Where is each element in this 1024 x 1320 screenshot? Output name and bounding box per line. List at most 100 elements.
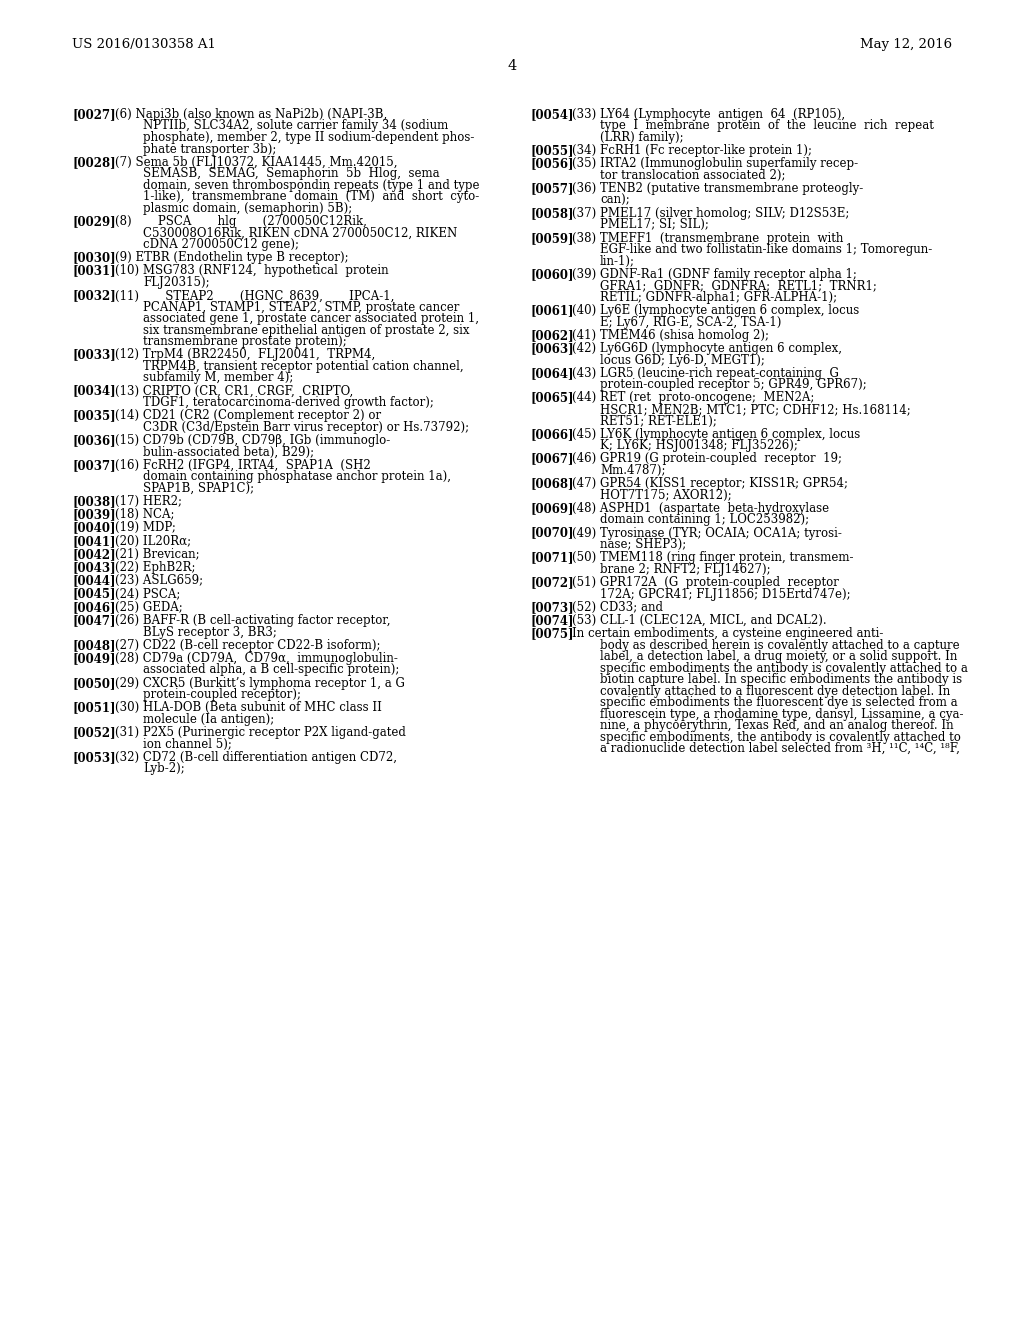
Text: EGF-like and two follistatin-like domains 1; Tomoregun-: EGF-like and two follistatin-like domain… [600, 243, 932, 256]
Text: domain containing 1; LOC253982);: domain containing 1; LOC253982); [600, 513, 809, 527]
Text: protein-coupled receptor 5; GPR49, GPR67);: protein-coupled receptor 5; GPR49, GPR67… [600, 379, 866, 391]
Text: [0075]: [0075] [530, 627, 573, 640]
Text: Mm.4787);: Mm.4787); [600, 463, 666, 477]
Text: FLJ20315);: FLJ20315); [143, 276, 210, 289]
Text: [0045]: [0045] [73, 587, 117, 601]
Text: (20) IL20Rα;: (20) IL20Rα; [115, 535, 191, 548]
Text: [0050]: [0050] [73, 677, 117, 689]
Text: [0028]: [0028] [73, 156, 117, 169]
Text: [0031]: [0031] [73, 264, 117, 277]
Text: (11)       STEAP2       (HGNC_8639,       IPCA-1,: (11) STEAP2 (HGNC_8639, IPCA-1, [115, 289, 394, 302]
Text: RET51; RET-ELE1);: RET51; RET-ELE1); [600, 414, 717, 428]
Text: [0067]: [0067] [530, 453, 573, 466]
Text: [0061]: [0061] [530, 304, 573, 317]
Text: PCANAP1, STAMP1, STEAP2, STMP, prostate cancer: PCANAP1, STAMP1, STEAP2, STMP, prostate … [143, 301, 460, 314]
Text: [0047]: [0047] [73, 614, 117, 627]
Text: [0040]: [0040] [73, 521, 117, 535]
Text: [0038]: [0038] [73, 495, 117, 508]
Text: [0059]: [0059] [530, 231, 573, 244]
Text: [0035]: [0035] [73, 409, 117, 422]
Text: (39) GDNF-Ra1 (GDNF family receptor alpha 1;: (39) GDNF-Ra1 (GDNF family receptor alph… [572, 268, 857, 281]
Text: phosphate), member 2, type II sodium-dependent phos-: phosphate), member 2, type II sodium-dep… [143, 131, 474, 144]
Text: (6) Napi3b (also known as NaPi2b) (NAPI-3B,: (6) Napi3b (also known as NaPi2b) (NAPI-… [115, 108, 387, 121]
Text: domain, seven thrombospondin repeats (type 1 and type: domain, seven thrombospondin repeats (ty… [143, 178, 479, 191]
Text: ion channel 5);: ion channel 5); [143, 738, 231, 751]
Text: (8)       PSCA       hlg       (2700050C12Rik,: (8) PSCA hlg (2700050C12Rik, [115, 215, 367, 228]
Text: (48) ASPHD1  (aspartate  beta-hydroxylase: (48) ASPHD1 (aspartate beta-hydroxylase [572, 502, 829, 515]
Text: [0039]: [0039] [73, 508, 117, 521]
Text: [0042]: [0042] [73, 548, 117, 561]
Text: HSCR1; MEN2B; MTC1; PTC; CDHF12; Hs.168114;: HSCR1; MEN2B; MTC1; PTC; CDHF12; Hs.1681… [600, 403, 910, 416]
Text: can);: can); [600, 194, 630, 207]
Text: locus G6D; Ly6-D, MEGT1);: locus G6D; Ly6-D, MEGT1); [600, 354, 765, 367]
Text: (35) IRTA2 (Immunoglobulin superfamily recep-: (35) IRTA2 (Immunoglobulin superfamily r… [572, 157, 858, 170]
Text: [0030]: [0030] [73, 251, 117, 264]
Text: 1-like),  transmembrane  domain  (TM)  and  short  cyto-: 1-like), transmembrane domain (TM) and s… [143, 190, 479, 203]
Text: [0052]: [0052] [73, 726, 117, 739]
Text: [0044]: [0044] [73, 574, 117, 587]
Text: HOT7T175; AXOR12);: HOT7T175; AXOR12); [600, 488, 732, 502]
Text: [0069]: [0069] [530, 502, 573, 515]
Text: (33) LY64 (Lymphocyte  antigen  64  (RP105),: (33) LY64 (Lymphocyte antigen 64 (RP105)… [572, 108, 845, 121]
Text: (17) HER2;: (17) HER2; [115, 495, 182, 508]
Text: phate transporter 3b);: phate transporter 3b); [143, 143, 276, 156]
Text: six transmembrane epithelial antigen of prostate 2, six: six transmembrane epithelial antigen of … [143, 323, 469, 337]
Text: RETIL; GDNFR-alpha1; GFR-ALPHA-1);: RETIL; GDNFR-alpha1; GFR-ALPHA-1); [600, 290, 838, 304]
Text: transmembrane prostate protein);: transmembrane prostate protein); [143, 335, 347, 348]
Text: [0065]: [0065] [530, 392, 573, 404]
Text: US 2016/0130358 A1: US 2016/0130358 A1 [72, 38, 216, 51]
Text: tor translocation associated 2);: tor translocation associated 2); [600, 169, 785, 182]
Text: [0027]: [0027] [73, 108, 117, 121]
Text: nine, a phycoerythrin, Texas Red, and an analog thereof. In: nine, a phycoerythrin, Texas Red, and an… [600, 719, 953, 733]
Text: [0064]: [0064] [530, 367, 573, 380]
Text: C3DR (C3d/Epstein Barr virus receptor) or Hs.73792);: C3DR (C3d/Epstein Barr virus receptor) o… [143, 421, 469, 434]
Text: fluorescein type, a rhodamine type, dansyl, Lissamine, a cya-: fluorescein type, a rhodamine type, dans… [600, 708, 964, 721]
Text: (LRR) family);: (LRR) family); [600, 131, 684, 144]
Text: brane 2; RNFT2; FLJ14627);: brane 2; RNFT2; FLJ14627); [600, 562, 771, 576]
Text: (42) Ly6G6D (lymphocyte antigen 6 complex,: (42) Ly6G6D (lymphocyte antigen 6 comple… [572, 342, 842, 355]
Text: [0036]: [0036] [73, 434, 117, 447]
Text: (51) GPR172A  (G  protein-coupled  receptor: (51) GPR172A (G protein-coupled receptor [572, 576, 839, 589]
Text: specific embodiments the fluorescent dye is selected from a: specific embodiments the fluorescent dye… [600, 696, 957, 709]
Text: [0057]: [0057] [530, 182, 573, 195]
Text: (18) NCA;: (18) NCA; [115, 508, 174, 521]
Text: [0073]: [0073] [530, 601, 573, 614]
Text: [0056]: [0056] [530, 157, 573, 170]
Text: [0055]: [0055] [530, 144, 573, 157]
Text: (31) P2X5 (Purinergic receptor P2X ligand-gated: (31) P2X5 (Purinergic receptor P2X ligan… [115, 726, 406, 739]
Text: (15) CD79b (CD79B, CD79β, IGb (immunoglo-: (15) CD79b (CD79B, CD79β, IGb (immunoglo… [115, 434, 390, 447]
Text: (30) HLA-DOB (Beta subunit of MHC class II: (30) HLA-DOB (Beta subunit of MHC class … [115, 701, 382, 714]
Text: K; LY6K; HSJ001348; FLJ35226);: K; LY6K; HSJ001348; FLJ35226); [600, 440, 798, 453]
Text: associated gene 1, prostate cancer associated protein 1,: associated gene 1, prostate cancer assoc… [143, 312, 479, 325]
Text: nase; SHEP3);: nase; SHEP3); [600, 539, 686, 552]
Text: (23) ASLG659;: (23) ASLG659; [115, 574, 203, 587]
Text: (52) CD33; and: (52) CD33; and [572, 601, 663, 614]
Text: TRPM4B, transient receptor potential cation channel,: TRPM4B, transient receptor potential cat… [143, 360, 464, 372]
Text: [0037]: [0037] [73, 459, 117, 471]
Text: C530008O16Rik, RIKEN cDNA 2700050C12, RIKEN: C530008O16Rik, RIKEN cDNA 2700050C12, RI… [143, 227, 458, 239]
Text: bulin-associated beta), B29);: bulin-associated beta), B29); [143, 446, 314, 458]
Text: (7) Sema 5b (FLJ10372, KIAA1445, Mm.42015,: (7) Sema 5b (FLJ10372, KIAA1445, Mm.4201… [115, 156, 397, 169]
Text: [0049]: [0049] [73, 652, 117, 665]
Text: 172A; GPCR41; FLJ11856; D15Ertd747e);: 172A; GPCR41; FLJ11856; D15Ertd747e); [600, 587, 851, 601]
Text: type  I  membrane  protein  of  the  leucine  rich  repeat: type I membrane protein of the leucine r… [600, 120, 934, 132]
Text: (44) RET (ret  proto-oncogene;  MEN2A;: (44) RET (ret proto-oncogene; MEN2A; [572, 392, 814, 404]
Text: (26) BAFF-R (B cell-activating factor receptor,: (26) BAFF-R (B cell-activating factor re… [115, 614, 390, 627]
Text: (50) TMEM118 (ring finger protein, transmem-: (50) TMEM118 (ring finger protein, trans… [572, 552, 853, 565]
Text: [0071]: [0071] [530, 552, 573, 565]
Text: (32) CD72 (B-cell differentiation antigen CD72,: (32) CD72 (B-cell differentiation antige… [115, 751, 397, 764]
Text: GFRA1;  GDNFR;  GDNFRA;  RETL1;  TRNR1;: GFRA1; GDNFR; GDNFRA; RETL1; TRNR1; [600, 280, 877, 292]
Text: [0072]: [0072] [530, 576, 573, 589]
Text: a radionuclide detection label selected from ³H, ¹¹C, ¹⁴C, ¹⁸F,: a radionuclide detection label selected … [600, 742, 959, 755]
Text: (47) GPR54 (KISS1 receptor; KISS1R; GPR54;: (47) GPR54 (KISS1 receptor; KISS1R; GPR5… [572, 477, 848, 490]
Text: [0063]: [0063] [530, 342, 573, 355]
Text: label, a detection label, a drug moiety, or a solid support. In: label, a detection label, a drug moiety,… [600, 651, 957, 663]
Text: (9) ETBR (Endothelin type B receptor);: (9) ETBR (Endothelin type B receptor); [115, 251, 348, 264]
Text: (25) GEDA;: (25) GEDA; [115, 601, 182, 614]
Text: (27) CD22 (B-cell receptor CD22-B isoform);: (27) CD22 (B-cell receptor CD22-B isofor… [115, 639, 381, 652]
Text: (13) CRIPTO (CR, CR1, CRGF,  CRIPTO,: (13) CRIPTO (CR, CR1, CRGF, CRIPTO, [115, 384, 353, 397]
Text: specific embodiments the antibody is covalently attached to a: specific embodiments the antibody is cov… [600, 661, 968, 675]
Text: [0041]: [0041] [73, 535, 117, 548]
Text: biotin capture label. In specific embodiments the antibody is: biotin capture label. In specific embodi… [600, 673, 963, 686]
Text: (16) FcRH2 (IFGP4, IRTA4,  SPAP1A  (SH2: (16) FcRH2 (IFGP4, IRTA4, SPAP1A (SH2 [115, 459, 371, 471]
